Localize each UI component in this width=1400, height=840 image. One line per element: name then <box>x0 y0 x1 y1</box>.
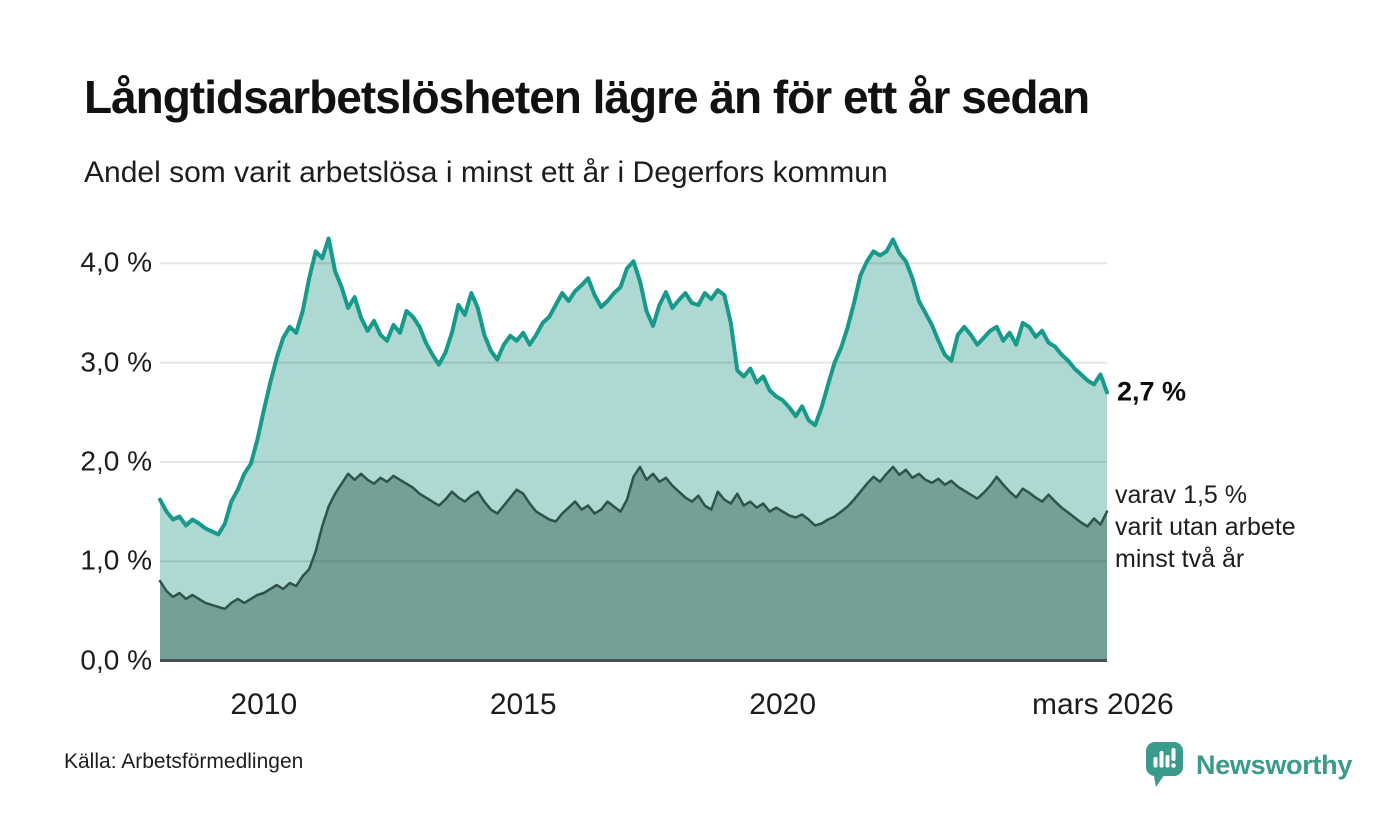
x-tick-label: 2015 <box>489 688 557 721</box>
newsworthy-wordmark: Newsworthy <box>1196 750 1353 780</box>
secondary-value-label: varav 1,5 % varit utan arbete minst två … <box>1115 479 1296 575</box>
x-tick-label: mars 2026 <box>1031 688 1174 721</box>
secondary-value-line: varit utan arbete <box>1115 512 1296 541</box>
secondary-value-line: minst två år <box>1115 544 1245 573</box>
series-line-0 <box>158 236 1109 537</box>
x-tick-label: 2010 <box>230 688 298 721</box>
newsworthy-bubble-icon <box>1146 742 1183 787</box>
x-tick-label: 2020 <box>749 688 817 721</box>
chart-title: Långtidsarbetslösheten lägre än för ett … <box>84 71 1090 123</box>
series-line-1 <box>158 465 1109 611</box>
y-tick-label: 4,0 % <box>80 246 152 278</box>
y-tick-label: 0,0 % <box>80 643 152 675</box>
secondary-value-line: varav 1,5 % <box>1115 480 1248 509</box>
y-tick-label: 1,0 % <box>80 544 152 576</box>
y-tick-label: 3,0 % <box>80 345 152 377</box>
series-area-1 <box>160 466 1107 661</box>
source-attribution: Källa: Arbetsförmedlingen <box>64 750 304 773</box>
latest-value-label: 2,7 % <box>1117 376 1187 407</box>
newsworthy-logo: Newsworthy <box>1146 742 1352 789</box>
chart-subtitle: Andel som varit arbetslösa i minst ett å… <box>84 156 888 189</box>
y-tick-label: 2,0 % <box>80 445 152 477</box>
